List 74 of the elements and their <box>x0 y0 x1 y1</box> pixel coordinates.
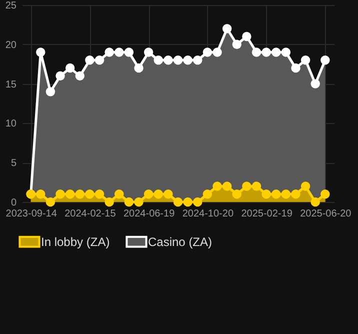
point <box>154 56 163 65</box>
y-tick-label: 15 <box>5 79 17 90</box>
point <box>85 190 94 199</box>
point <box>114 190 124 199</box>
point <box>272 48 281 57</box>
point <box>104 48 114 57</box>
point <box>212 182 222 191</box>
x-tick-label: 2024-02-15 <box>64 208 116 220</box>
point <box>94 190 104 199</box>
point <box>291 190 300 199</box>
point <box>46 197 56 207</box>
point <box>262 190 271 199</box>
point <box>252 182 262 191</box>
point <box>183 197 192 207</box>
point <box>173 56 183 65</box>
y-tick-label: 5 <box>10 158 17 170</box>
point <box>242 32 252 42</box>
point <box>164 190 173 199</box>
point <box>262 48 271 57</box>
y-tick-label: 10 <box>5 118 17 130</box>
point <box>193 197 202 207</box>
y-tick-label: 0 <box>10 198 17 208</box>
point <box>75 71 84 81</box>
point <box>56 190 65 199</box>
point <box>75 190 84 199</box>
point <box>320 190 330 199</box>
point <box>65 190 75 199</box>
y-tick-label: 20 <box>5 40 17 51</box>
point <box>46 87 56 96</box>
point <box>144 48 154 57</box>
point <box>252 48 262 57</box>
point <box>36 190 46 199</box>
point <box>281 190 291 199</box>
point <box>193 56 202 65</box>
point <box>300 182 310 191</box>
point <box>154 190 163 199</box>
x-tick-label: 2025-02-19 <box>241 208 293 220</box>
point <box>320 56 330 65</box>
point <box>281 48 291 57</box>
legend-label: Casino (ZA) <box>148 234 212 249</box>
legend-label: In lobby (ZA) <box>41 234 110 249</box>
point <box>183 56 192 65</box>
point <box>310 197 320 207</box>
point <box>202 190 212 199</box>
point <box>85 56 94 65</box>
point <box>212 48 222 57</box>
point <box>242 182 252 191</box>
point <box>272 190 281 199</box>
point <box>232 190 242 199</box>
point <box>65 63 75 73</box>
point <box>104 197 114 207</box>
point <box>94 56 104 65</box>
point <box>232 40 242 49</box>
point <box>114 48 124 57</box>
point <box>173 197 183 207</box>
point <box>300 56 310 65</box>
point <box>134 197 144 207</box>
x-tick-label: 2023-09-14 <box>6 208 58 220</box>
point <box>144 190 154 199</box>
point <box>222 24 232 34</box>
x-tick-label: 2024-10-20 <box>182 208 234 220</box>
x-tick-label: 2024-06-19 <box>123 208 176 220</box>
point <box>222 182 232 191</box>
point <box>56 71 65 81</box>
point <box>310 79 320 88</box>
point <box>291 63 300 73</box>
x-tick-label: 2025-06-20 <box>300 208 352 220</box>
point <box>202 48 212 57</box>
point <box>124 197 134 207</box>
point <box>124 48 134 57</box>
point <box>164 56 173 65</box>
y-tick-label: 25 <box>5 0 17 12</box>
point <box>134 63 144 73</box>
point <box>36 48 46 57</box>
